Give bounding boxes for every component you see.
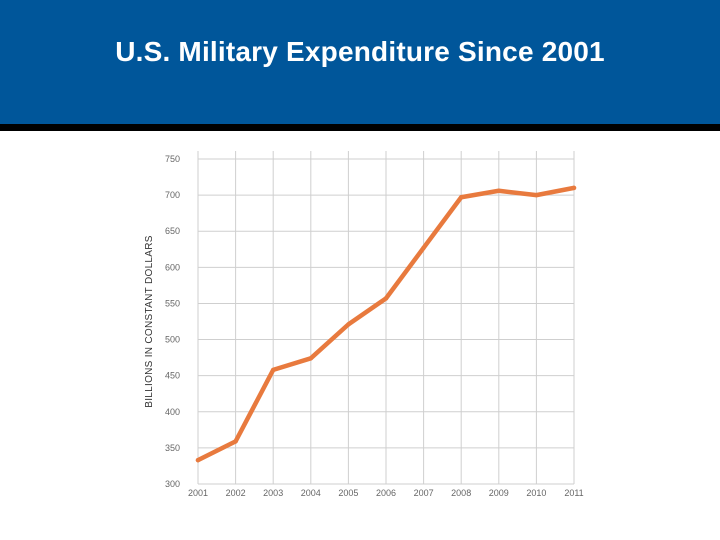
x-tick-label: 2004: [301, 488, 321, 498]
data-point: [233, 439, 238, 444]
data-point: [195, 457, 201, 463]
y-tick-label: 750: [165, 154, 180, 164]
data-point: [496, 188, 501, 193]
data-point: [534, 192, 539, 198]
x-tick-label: 2007: [414, 488, 434, 498]
title-bar: U.S. Military Expenditure Since 2001: [0, 0, 720, 124]
chart-series: [195, 185, 577, 463]
x-tick-label: 2005: [338, 488, 358, 498]
data-point: [271, 367, 276, 373]
data-point: [346, 322, 351, 327]
x-tick-label: 2002: [226, 488, 246, 498]
y-tick-label: 450: [165, 371, 180, 381]
y-tick-label: 650: [165, 226, 180, 236]
x-tick-label: 2009: [489, 488, 509, 498]
x-tick-label: 2010: [526, 488, 546, 498]
data-point: [421, 245, 426, 251]
y-tick-label: 350: [165, 443, 180, 453]
chart-grid: [197, 151, 575, 485]
y-tick-label: 400: [165, 407, 180, 417]
y-tick-label: 700: [165, 190, 180, 200]
y-tick-label: 600: [165, 262, 180, 272]
data-point: [383, 296, 389, 301]
y-tick-label: 300: [165, 479, 180, 489]
x-tick-label: 2001: [188, 488, 208, 498]
data-point: [571, 185, 577, 191]
data-point: [308, 356, 313, 361]
x-tick-label: 2011: [564, 488, 583, 498]
y-axis-label: BILLIONS IN CONSTANT DOLLARS: [144, 235, 155, 408]
x-tick-label: 2003: [263, 488, 283, 498]
title-divider: [0, 124, 720, 131]
y-tick-label: 500: [165, 335, 180, 345]
slide-title: U.S. Military Expenditure Since 2001: [115, 36, 605, 67]
y-tick-label: 550: [165, 298, 180, 308]
x-tick-label: 2006: [376, 488, 396, 498]
chart-tick-labels: 300 350 400 450 500 550 600 650 700 750 2001 2002 20…: [165, 154, 584, 498]
x-tick-label: 2008: [451, 488, 471, 498]
data-point: [459, 195, 464, 200]
